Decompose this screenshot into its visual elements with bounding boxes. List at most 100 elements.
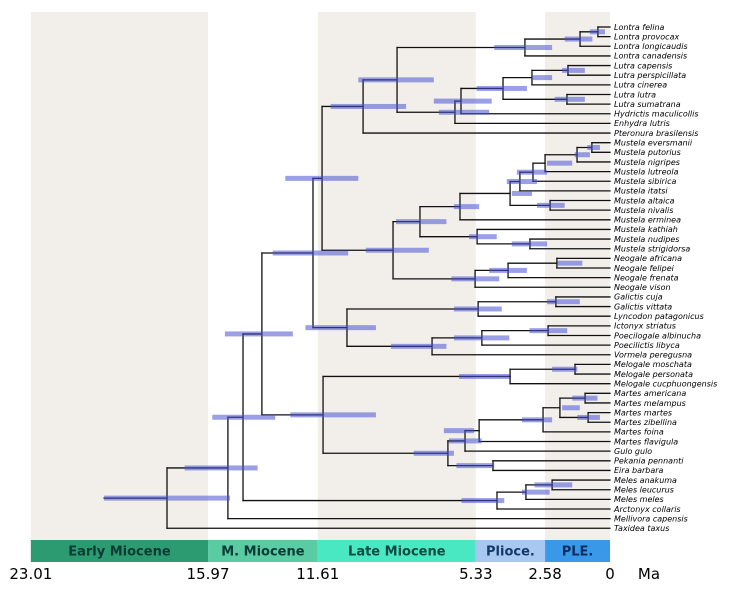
taxon-label: Arctonyx collaris — [613, 505, 681, 514]
taxon-label: Mellivora capensis — [614, 514, 688, 523]
epoch-label: Late Miocene — [348, 545, 446, 560]
taxon-label: Meles leucurus — [614, 486, 674, 495]
axis-tick-label: 23.01 — [9, 565, 52, 583]
node-age-bar — [534, 482, 573, 488]
node-age-bar — [458, 373, 510, 379]
taxon-label: Gulo gulo — [614, 447, 652, 456]
node-age-bar — [413, 450, 454, 456]
epoch-scale-bar: Early Miocene M. Miocene Late Miocene Plioc… — [30, 540, 610, 562]
taxon-label: Meles anakuma — [614, 476, 677, 485]
node-age-bar — [587, 145, 600, 150]
node-age-bar — [506, 179, 538, 185]
taxon-label: Lutra lutra — [614, 90, 656, 99]
node-age-bar — [552, 366, 578, 372]
node-age-bar — [564, 36, 593, 42]
taxon-label: Poecilogale albinucha — [614, 331, 701, 340]
node-age-bar — [448, 438, 482, 444]
taxon-label: Neogale africana — [614, 254, 682, 263]
taxon-label: Martes zibellina — [614, 418, 677, 427]
taxon-label: Mustela kathiah — [614, 225, 678, 234]
node-age-bar — [330, 103, 407, 109]
taxon-label: Mustela nivalis — [614, 206, 673, 215]
node-age-bar — [489, 267, 527, 273]
taxon-label: Mustela putorius — [614, 148, 681, 157]
node-age-bar — [531, 75, 553, 81]
time-axis-labels: 23.01 15.97 11.61 5.33 2.58 0 Ma — [9, 565, 660, 583]
taxon-label: Lutra perspicillata — [614, 71, 686, 80]
taxon-label: Mustela nudipes — [614, 235, 679, 244]
taxon-label: Lutra capensis — [614, 61, 672, 70]
node-age-bar — [469, 234, 497, 240]
node-age-bar — [453, 335, 510, 341]
taxon-label: Lontra provocax — [614, 32, 679, 41]
taxon-label: Poecilictis libyca — [614, 341, 680, 350]
node-age-bar — [494, 44, 553, 50]
epoch-segment — [30, 540, 209, 562]
axis-tick-label: 0 — [605, 565, 615, 583]
node-age-bar — [562, 405, 580, 411]
taxon-label: Melogale personata — [614, 370, 693, 379]
taxon-label: Martes flavigula — [614, 437, 678, 446]
node-age-bar — [476, 85, 527, 91]
taxon-label: Lontra canadensis — [614, 52, 687, 61]
node-age-bar — [305, 325, 376, 331]
node-age-bars — [104, 29, 605, 504]
taxon-label: Galictis vittata — [614, 302, 672, 311]
node-age-bar — [433, 98, 492, 104]
node-age-bar — [577, 414, 600, 420]
node-age-bar — [511, 190, 532, 196]
taxon-label: Mustela itatsi — [614, 187, 668, 196]
epoch-label: PLE. — [562, 545, 594, 560]
taxon-label: Melogale cucphuongensis — [614, 379, 717, 388]
node-age-bar — [224, 331, 293, 337]
taxon-label: Pekania pennanti — [614, 457, 684, 466]
taxon-label: Lontra longicaudis — [614, 42, 688, 51]
epoch-label: Early Miocene — [68, 545, 171, 560]
taxon-label: Mustela erminea — [614, 216, 681, 225]
taxon-label: Eira barbara — [614, 466, 664, 475]
axis-tick-label: 2.58 — [528, 565, 561, 583]
node-age-bar — [272, 250, 349, 256]
taxon-label: Neogale vison — [614, 283, 671, 292]
node-age-bar — [391, 343, 447, 349]
node-age-bar — [547, 160, 573, 166]
epoch-label: Plioce. — [486, 545, 535, 560]
taxon-label: Neogale frenata — [614, 273, 679, 282]
node-age-bar — [516, 169, 548, 175]
taxon-label: Mustela sibirica — [614, 177, 676, 186]
axis-unit-label: Ma — [638, 565, 660, 583]
taxon-label: Mustela strigidorsa — [614, 245, 690, 254]
taxon-label: Meles meles — [614, 495, 664, 504]
taxon-label: Vormela peregusna — [614, 351, 692, 360]
taxon-label: Melogale moschata — [614, 360, 692, 369]
taxon-label: Mustela altaica — [614, 196, 675, 205]
taxon-label: Lutra cinerea — [614, 81, 667, 90]
taxon-label: Enhydra lutris — [614, 119, 670, 128]
node-age-bar — [529, 328, 568, 334]
node-age-bar — [537, 202, 565, 208]
node-age-bar — [547, 299, 580, 305]
node-age-bar — [557, 260, 583, 266]
node-age-bar — [572, 395, 598, 401]
node-age-bar — [290, 412, 376, 418]
epoch-segment — [545, 540, 610, 562]
node-age-bar — [212, 414, 276, 420]
taxon-label: Mustela eversmanii — [614, 138, 693, 147]
axis-tick-label: 5.33 — [459, 565, 492, 583]
taxon-label: Martes martes — [614, 408, 672, 417]
taxon-label: Mustela nigripes — [614, 158, 680, 167]
node-age-bar — [456, 463, 495, 469]
node-age-bar — [184, 465, 258, 471]
node-age-bar — [461, 498, 505, 504]
node-age-bar — [358, 77, 434, 83]
node-age-bar — [443, 428, 475, 434]
node-age-bar — [451, 276, 500, 282]
epoch-segment — [475, 540, 546, 562]
node-age-bar — [396, 219, 447, 225]
node-age-bar — [285, 175, 359, 181]
node-age-bar — [554, 96, 585, 102]
node-age-bar — [521, 489, 550, 495]
node-age-bar — [562, 67, 585, 73]
taxon-label: Pteronura brasilensis — [614, 129, 698, 138]
